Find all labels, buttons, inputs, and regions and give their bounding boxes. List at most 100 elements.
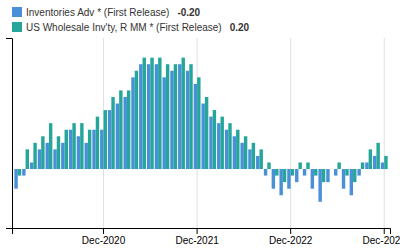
bar — [353, 169, 356, 182]
x-tick-label: Dec-2020 — [82, 235, 126, 246]
legend-label: Inventories Adv * (First Release) — [26, 7, 169, 18]
x-tick-mark — [384, 228, 385, 234]
bar — [369, 149, 372, 169]
bar — [30, 162, 33, 169]
x-axis: Dec-2020 Dec-2021 Dec-2022 Dec-2023 — [13, 228, 400, 246]
bar — [220, 117, 223, 169]
bar — [326, 169, 329, 182]
legend: Inventories Adv * (First Release)-0.20US… — [12, 7, 250, 33]
bar — [194, 84, 197, 169]
bar — [205, 97, 208, 169]
bar — [345, 169, 348, 176]
legend-swatch — [12, 7, 22, 17]
bar — [96, 117, 99, 169]
bar — [373, 156, 376, 169]
bar — [53, 149, 56, 169]
bar — [197, 77, 200, 169]
bar — [275, 169, 278, 176]
bar — [46, 143, 49, 169]
legend-swatch — [12, 22, 22, 32]
bar — [306, 162, 309, 169]
bar — [322, 169, 325, 182]
bar — [279, 169, 282, 195]
bar-series — [14, 64, 384, 202]
bar — [291, 169, 294, 176]
bar — [256, 156, 259, 169]
bar — [139, 64, 142, 169]
bar — [259, 149, 262, 169]
y-axis-line — [6, 39, 13, 229]
chart-container: Dec-2020 Dec-2021 Dec-2022 Dec-2023 Inventor… — [0, 0, 400, 250]
bar — [162, 77, 165, 169]
bar — [209, 117, 212, 169]
bar — [104, 110, 107, 169]
bar — [41, 136, 44, 169]
bar — [337, 162, 340, 169]
bar — [33, 143, 36, 169]
bar — [314, 169, 317, 176]
bar — [170, 71, 173, 169]
bar — [248, 149, 251, 169]
bar — [150, 58, 153, 169]
bar — [143, 58, 146, 169]
bar — [127, 90, 130, 169]
bar — [384, 156, 387, 169]
bar — [330, 169, 333, 170]
bar — [267, 162, 270, 169]
bar — [26, 149, 29, 169]
bar — [14, 169, 17, 189]
bar — [18, 169, 21, 176]
bar — [80, 123, 83, 169]
grid — [104, 38, 385, 228]
bar — [108, 110, 111, 169]
bar — [174, 64, 177, 169]
grid-line-x — [384, 38, 385, 228]
bar — [318, 169, 321, 202]
bar — [116, 104, 119, 170]
plot-area — [14, 58, 387, 202]
bar — [166, 64, 169, 169]
bar — [365, 162, 368, 169]
x-tick-label: Dec-2023 — [363, 235, 400, 246]
bar — [158, 58, 161, 169]
x-tick: Dec-2021 — [175, 228, 219, 246]
bar — [303, 169, 306, 176]
bar — [252, 143, 255, 169]
bar — [100, 130, 103, 169]
bar — [49, 123, 52, 169]
bar — [201, 104, 204, 170]
x-tick-mark — [290, 228, 291, 234]
bar — [233, 136, 236, 169]
bar — [213, 110, 216, 169]
bar — [38, 149, 41, 169]
annotation: 0.20 — [230, 22, 250, 33]
bar — [334, 169, 337, 176]
legend-label: US Wholesale Inv'ty, R MM * (First Relea… — [26, 22, 222, 33]
legend-item: US Wholesale Inv'ty, R MM * (First Relea… — [12, 22, 250, 33]
bar — [189, 64, 192, 169]
bar — [147, 64, 150, 169]
bar — [350, 169, 353, 195]
bar — [61, 143, 64, 169]
bar — [342, 169, 345, 189]
bar — [376, 143, 379, 169]
bar — [155, 64, 158, 169]
bar — [22, 169, 25, 176]
bar — [311, 169, 314, 189]
x-tick-label: Dec-2022 — [269, 235, 313, 246]
x-tick: Dec-2023 — [363, 228, 400, 246]
bar — [182, 58, 185, 169]
x-tick: Dec-2022 — [269, 228, 313, 246]
bar — [69, 130, 72, 169]
bar — [361, 162, 364, 169]
bar — [357, 169, 360, 176]
bar — [85, 143, 88, 169]
y-axis — [6, 39, 13, 229]
x-tick-label: Dec-2021 — [175, 235, 219, 246]
bar — [264, 169, 267, 176]
x-tick-mark — [103, 228, 104, 234]
bar — [135, 71, 138, 169]
x-axis-line — [13, 229, 391, 235]
x-tick: Dec-2020 — [82, 228, 126, 246]
bar — [244, 136, 247, 169]
